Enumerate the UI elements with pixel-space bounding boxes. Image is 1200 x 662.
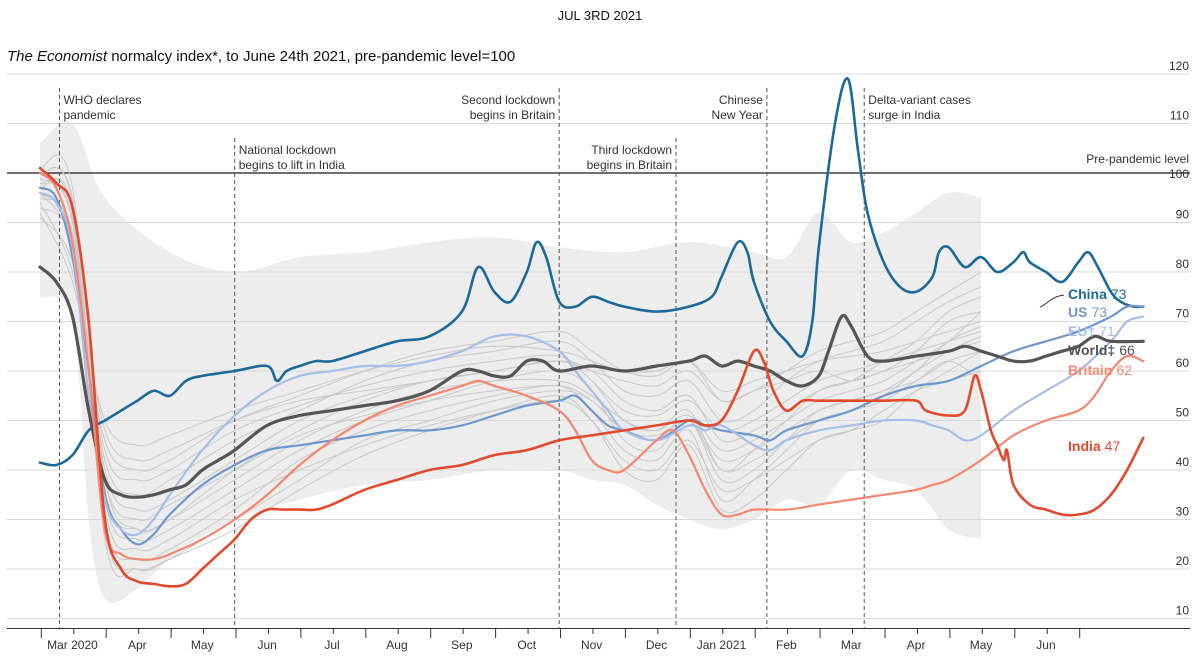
series-label-us: US 73 <box>1068 304 1107 320</box>
series-label-value: 73 <box>1111 286 1127 302</box>
x-tick-label: Oct <box>517 638 536 652</box>
background-country-line <box>39 202 982 472</box>
x-tick-label: Jun <box>257 638 276 652</box>
event-label: Second lockdown <box>461 93 555 107</box>
y-tick-label-60: 60 <box>1176 356 1190 370</box>
x-tick-label: Aug <box>386 638 407 652</box>
x-tick-label: May <box>970 638 993 652</box>
series-line-china <box>38 77 1145 467</box>
series-label-value: 62 <box>1116 362 1132 378</box>
event-label: WHO declares <box>63 93 141 107</box>
event-label: Chinese <box>719 93 763 107</box>
chart-title-rest: normalcy index*, to June 24th 2021, pre-… <box>107 48 515 65</box>
event-label: Delta-variant cases <box>868 93 971 107</box>
event-label: begins to lift in India <box>239 158 345 172</box>
series-label-value: 71 <box>1099 323 1115 339</box>
background-country-line <box>39 154 982 578</box>
y-tick-label-70: 70 <box>1176 307 1190 321</box>
series-line-india <box>38 166 1145 588</box>
highlighted-series <box>38 77 1145 588</box>
x-tick-label: Sep <box>451 638 473 652</box>
x-tick-label: Mar <box>841 638 862 652</box>
y-tick-label-10: 10 <box>1176 604 1190 618</box>
reference-label: Pre-pandemic level <box>1086 152 1189 166</box>
background-country-line <box>39 177 982 552</box>
background-country-line <box>39 192 982 496</box>
series-label-name: US <box>1068 304 1087 320</box>
y-tick-label-30: 30 <box>1176 505 1190 519</box>
x-tick-label: Jan 2021 <box>697 638 747 652</box>
series-label-eu: EU† 71 <box>1068 323 1115 339</box>
x-tick-label: Feb <box>776 638 797 652</box>
chart-title-italic: The Economist <box>7 48 108 65</box>
reference-value: 100 <box>1169 167 1189 181</box>
series-label-name: Britain <box>1068 362 1112 378</box>
x-tick-label: Jun <box>1036 638 1055 652</box>
x-tick-label: May <box>191 638 214 652</box>
series-label-china: China 73 <box>1068 286 1127 302</box>
x-tick-label: Apr <box>907 638 926 652</box>
background-country-line <box>39 212 982 447</box>
y-tick-label-110: 110 <box>1170 109 1189 123</box>
background-country-line <box>39 182 982 532</box>
event-label: New Year <box>712 108 763 122</box>
series-label-name: China <box>1068 286 1107 302</box>
x-tick-label: Apr <box>128 638 147 652</box>
axes: Mar 2020 Apr May Jun Jul Aug Sep Oct Nov Dec Jan 2… <box>7 628 1190 652</box>
series-label-name: World‡ <box>1068 342 1115 358</box>
series-label-value: 66 <box>1119 342 1135 358</box>
y-tick-label-50: 50 <box>1176 406 1190 420</box>
series-line-britain <box>38 171 1145 561</box>
gridlines: 10 20 30 40 50 60 70 80 90 110 120 <box>7 59 1190 619</box>
series-label-value: 47 <box>1105 438 1121 454</box>
y-tick-label-40: 40 <box>1176 455 1190 469</box>
x-tick-label: Jul <box>324 638 339 652</box>
background-country-line <box>39 207 982 482</box>
series-label-value: 73 <box>1091 304 1107 320</box>
event-label: begins in Britain <box>470 108 555 122</box>
series-line-eu <box>38 191 1145 537</box>
series-label-britain: Britain 62 <box>1068 362 1132 378</box>
event-label: National lockdown <box>239 143 336 157</box>
y-tick-label-120: 120 <box>1169 59 1189 73</box>
china-leader-line <box>1039 294 1065 308</box>
range-band <box>40 121 982 603</box>
series-label-name: India <box>1068 438 1101 454</box>
x-tick-label: Mar 2020 <box>47 638 98 652</box>
series-line-us <box>38 186 1145 546</box>
series-label-world: World‡ 66 <box>1068 342 1135 358</box>
event-label: Third lockdown <box>591 143 672 157</box>
y-tick-label-80: 80 <box>1176 257 1190 271</box>
event-label: surge in India <box>868 108 940 122</box>
x-tick-label: Nov <box>581 638 602 652</box>
series-line-world <box>38 265 1145 499</box>
event-label: begins in Britain <box>587 158 672 172</box>
series-label-india: India 47 <box>1068 438 1120 454</box>
event-label: pandemic <box>63 108 115 122</box>
header-date: JUL 3RD 2021 <box>558 8 643 23</box>
background-country-line <box>39 217 982 462</box>
y-tick-label-90: 90 <box>1176 208 1190 222</box>
x-tick-label: Dec <box>646 638 667 652</box>
chart-title: The Economist normalcy index*, to June 2… <box>7 48 515 65</box>
series-label-name: EU† <box>1068 323 1095 339</box>
range-band-area <box>40 121 982 603</box>
y-tick-label-20: 20 <box>1176 554 1190 568</box>
